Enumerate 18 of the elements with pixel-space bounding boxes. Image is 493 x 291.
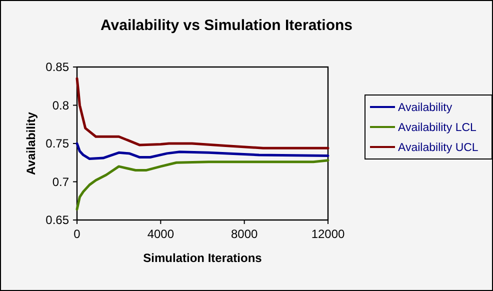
y-tick-label: 0.8 [52,98,70,112]
line-series [76,159,330,211]
y-tick-label: 0.75 [46,136,70,150]
x-tick-label: 12000 [311,227,346,241]
x-tick-label: 4000 [147,227,174,241]
line-series [76,77,330,150]
y-tick-label: 0.7 [52,174,70,189]
legend-label: Availability LCL [398,122,478,134]
x-axis-title: Simulation Iterations [143,251,262,265]
y-tick-label: 0.65 [46,213,70,227]
x-tick-label: 0 [74,227,81,241]
y-tick-label: 0.85 [46,60,70,74]
x-tick-label: 8000 [230,227,258,241]
legend-label: Availability UCL [398,142,479,154]
y-axis-title: Availability [24,112,38,175]
line-series [76,142,330,160]
legend-label: Availability [398,102,452,114]
chart-title: Availability vs Simulation Iterations [100,17,353,34]
